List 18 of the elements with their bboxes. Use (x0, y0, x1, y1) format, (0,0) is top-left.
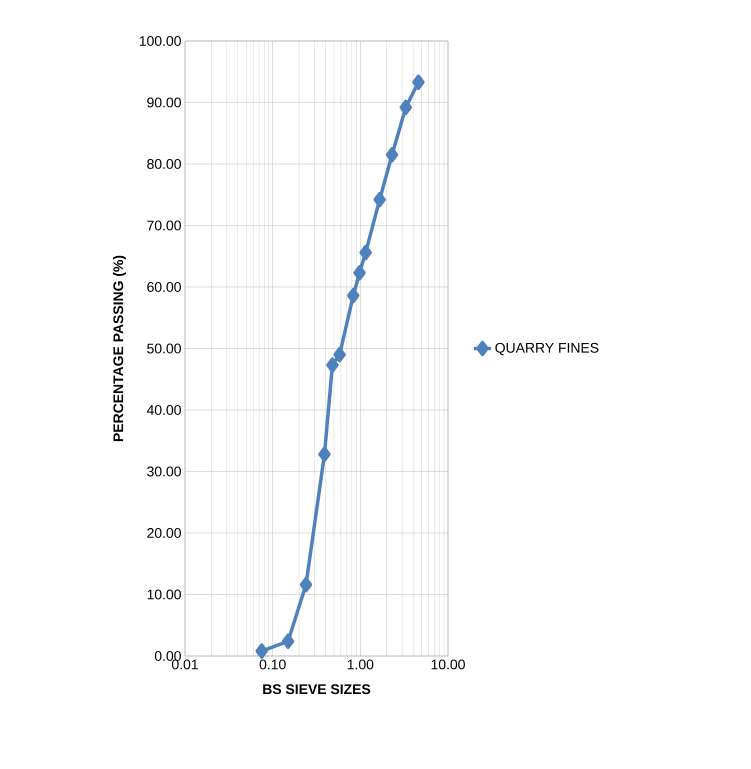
y-tick-label: 80.00 (147, 159, 181, 169)
x-tick-label: 1.00 (348, 660, 374, 670)
y-tick-label: 60.00 (147, 282, 181, 292)
x-tick-label: 0.01 (172, 660, 198, 670)
y-tick-label: 0.00 (154, 651, 181, 661)
y-tick-label: 70.00 (147, 220, 181, 230)
y-tick-label: 50.00 (147, 344, 181, 354)
legend-label: QUARRY FINES (495, 342, 598, 356)
x-axis-title: BS SIEVE SIZES (263, 684, 370, 694)
x-tick-label: 10.00 (432, 660, 465, 670)
y-tick-label: 100.00 (140, 36, 181, 46)
y-axis-title: PERCENTAGE PASSING (%) (112, 256, 126, 442)
y-tick-label: 20.00 (147, 528, 181, 538)
y-tick-label: 90.00 (147, 98, 181, 108)
y-tick-label: 10.00 (148, 590, 181, 600)
y-tick-label: 40.00 (146, 405, 181, 415)
y-tick-label: 30.00 (147, 466, 181, 476)
x-tick-label: 0.10 (260, 660, 286, 670)
